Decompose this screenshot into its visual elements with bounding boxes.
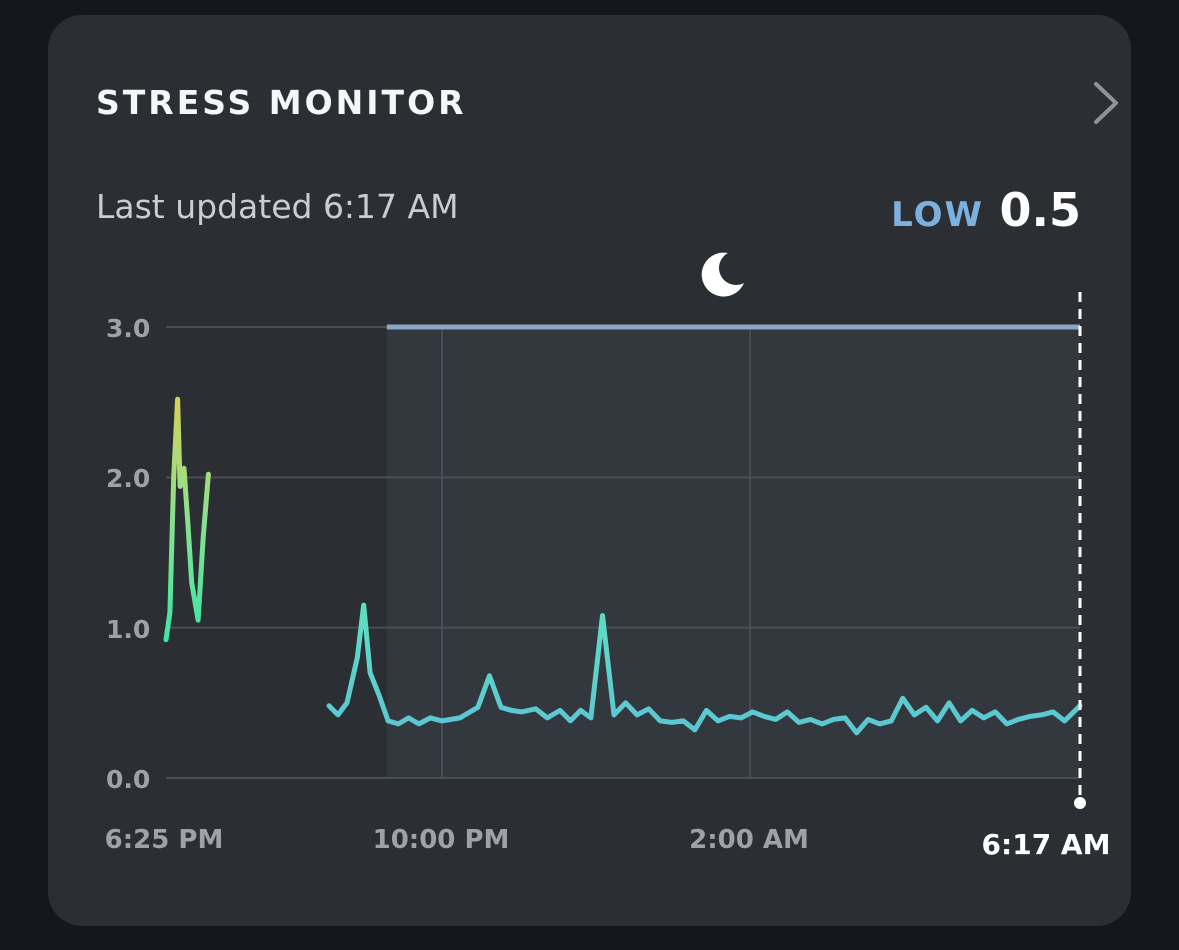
x-axis-ticks: 6:25 PM 10:00 PM 2:00 AM 6:17 AM [105, 825, 1111, 861]
card-title: STRESS MONITOR [96, 83, 467, 122]
x-tick-label: 10:00 PM [373, 825, 510, 855]
moon-icon [701, 252, 744, 297]
y-tick-label: 2.0 [106, 464, 150, 493]
x-tick-label: 6:25 PM [105, 825, 224, 855]
current-time-dot [1074, 797, 1086, 809]
stress-score-value: 0.5 [999, 183, 1082, 237]
chart-series [163, 396, 1083, 736]
last-updated-text: Last updated 6:17 AM [96, 187, 459, 226]
series-line-night [326, 602, 1083, 736]
x-tick-label-current: 6:17 AM [982, 828, 1111, 861]
series-line-evening [163, 396, 211, 643]
y-tick-label: 3.0 [106, 314, 150, 343]
sleep-period-shade [386, 327, 1081, 778]
y-tick-label: 0.0 [106, 765, 150, 794]
current-time-marker [1074, 292, 1086, 809]
stress-level-label: LOW [891, 195, 984, 235]
y-axis-ticks: 3.0 2.0 1.0 0.0 [106, 314, 150, 794]
y-tick-label: 1.0 [106, 615, 150, 644]
chevron-right-icon[interactable] [1088, 80, 1128, 126]
x-tick-label: 2:00 AM [689, 825, 809, 855]
